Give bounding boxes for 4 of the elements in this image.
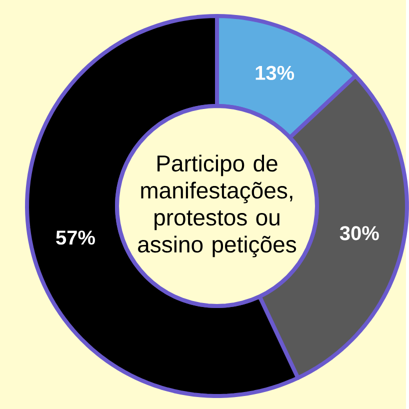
data-label: 57% xyxy=(56,230,95,245)
data-label: 30% xyxy=(340,226,379,240)
text: Participo de manifestações, protestos ou assino petições xyxy=(138,154,296,258)
data-label: 13% xyxy=(256,66,294,80)
